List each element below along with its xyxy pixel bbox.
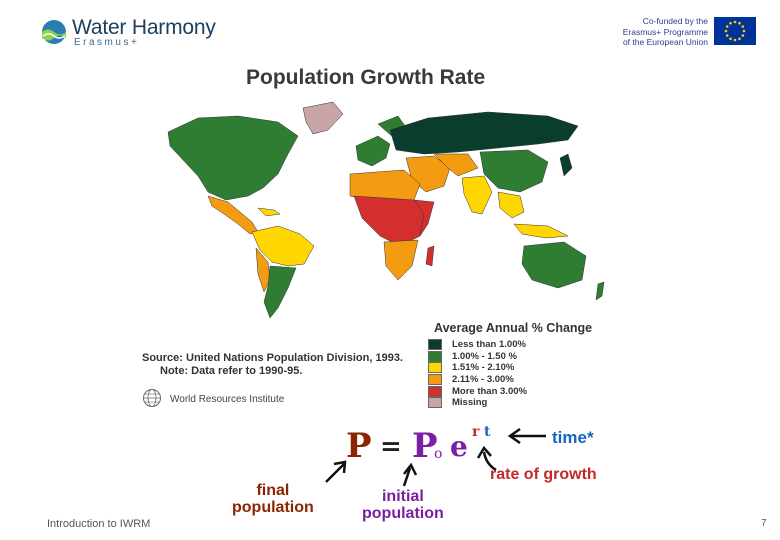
map-note: Note: Data refer to 1990-95.: [160, 365, 303, 377]
arrow-initial: [402, 462, 418, 487]
water-drop-icon: [42, 20, 66, 44]
water-harmony-logo: Water Harmony Erasmus+: [40, 16, 240, 50]
formula-P0: P: [412, 426, 438, 466]
legend-item: 1.51% - 2.10%: [428, 362, 527, 374]
region-caribbean: [257, 207, 281, 217]
map-title: Population Growth Rate: [246, 66, 486, 89]
eu-flag-icon: [714, 17, 756, 45]
arrow-final: [325, 460, 347, 483]
formula-e: e: [450, 430, 468, 463]
formula-P: P: [346, 426, 372, 466]
globe-icon: [143, 389, 161, 407]
region-madagascar: [425, 245, 435, 267]
legend-label: 2.11% - 3.00%: [452, 374, 514, 386]
label-final-population: final population: [232, 482, 314, 516]
legend-item: Less than 1.00%: [428, 339, 527, 351]
label-initial-population: initial population: [362, 488, 444, 522]
legend-swatch: [428, 397, 442, 409]
legend-item: Missing: [428, 397, 527, 409]
region-russia: [389, 111, 579, 155]
eu-text: Co-funded by the Erasmus+ Programme of t…: [622, 16, 708, 47]
map-legend: Less than 1.00% 1.00% - 1.50 % 1.51% - 2.1…: [428, 339, 527, 409]
eu-cofunding-badge: Co-funded by the Erasmus+ Programme of t…: [612, 16, 762, 50]
legend-swatch: [428, 374, 442, 386]
region-indonesia: [513, 223, 569, 239]
legend-item: 2.11% - 3.00%: [428, 374, 527, 386]
region-australia: [521, 241, 587, 289]
region-new-zealand: [595, 281, 605, 301]
arrow-rate: [476, 445, 497, 472]
formula-equals: =: [380, 432, 402, 462]
region-south-america-west: [255, 247, 271, 293]
legend-title: Average Annual % Change: [434, 321, 593, 335]
region-southeast-asia: [497, 191, 525, 219]
legend-swatch: [428, 350, 442, 362]
arrow-time: [507, 427, 546, 445]
publisher-label: World Resources Institute: [170, 394, 285, 405]
formula-t: t: [484, 424, 491, 440]
region-central-america: [207, 195, 259, 235]
logo-sub: Erasmus+: [74, 37, 140, 48]
legend-swatch: [428, 339, 442, 351]
map-source: Source: United Nations Population Divisi…: [142, 352, 403, 364]
region-japan: [559, 153, 573, 177]
formula-r: r: [472, 424, 480, 440]
region-central-asia: [433, 153, 479, 177]
region-east-africa: [413, 199, 435, 237]
footer-text: Introduction to IWRM: [47, 518, 151, 530]
page-number: 7: [761, 518, 767, 529]
legend-item: More than 3.00%: [428, 385, 527, 397]
legend-label: Less than 1.00%: [452, 339, 526, 351]
region-india: [461, 175, 493, 215]
region-europe-west: [355, 135, 391, 167]
region-south-america-south: [263, 265, 297, 319]
region-north-america: [167, 115, 299, 201]
region-china: [479, 149, 549, 193]
formula-arrows: [325, 427, 546, 487]
legend-label: 1.00% - 1.50 %: [452, 350, 517, 362]
legend-label: More than 3.00%: [452, 385, 527, 397]
legend-item: 1.00% - 1.50 %: [428, 350, 527, 363]
label-rate-of-growth: rate of growth: [490, 466, 597, 483]
region-greenland: [302, 101, 344, 135]
legend-swatch: [428, 385, 442, 397]
world-population-growth-map: [167, 101, 605, 319]
logo-name: Water Harmony: [72, 16, 216, 39]
formula-subscript: o: [434, 446, 443, 462]
legend-label: 1.51% - 2.10%: [452, 362, 515, 374]
region-south-america-north: [251, 225, 315, 267]
label-time: time*: [552, 428, 594, 447]
region-southern-africa: [383, 239, 419, 281]
legend-label: Missing: [452, 397, 488, 409]
legend-swatch: [428, 362, 442, 374]
